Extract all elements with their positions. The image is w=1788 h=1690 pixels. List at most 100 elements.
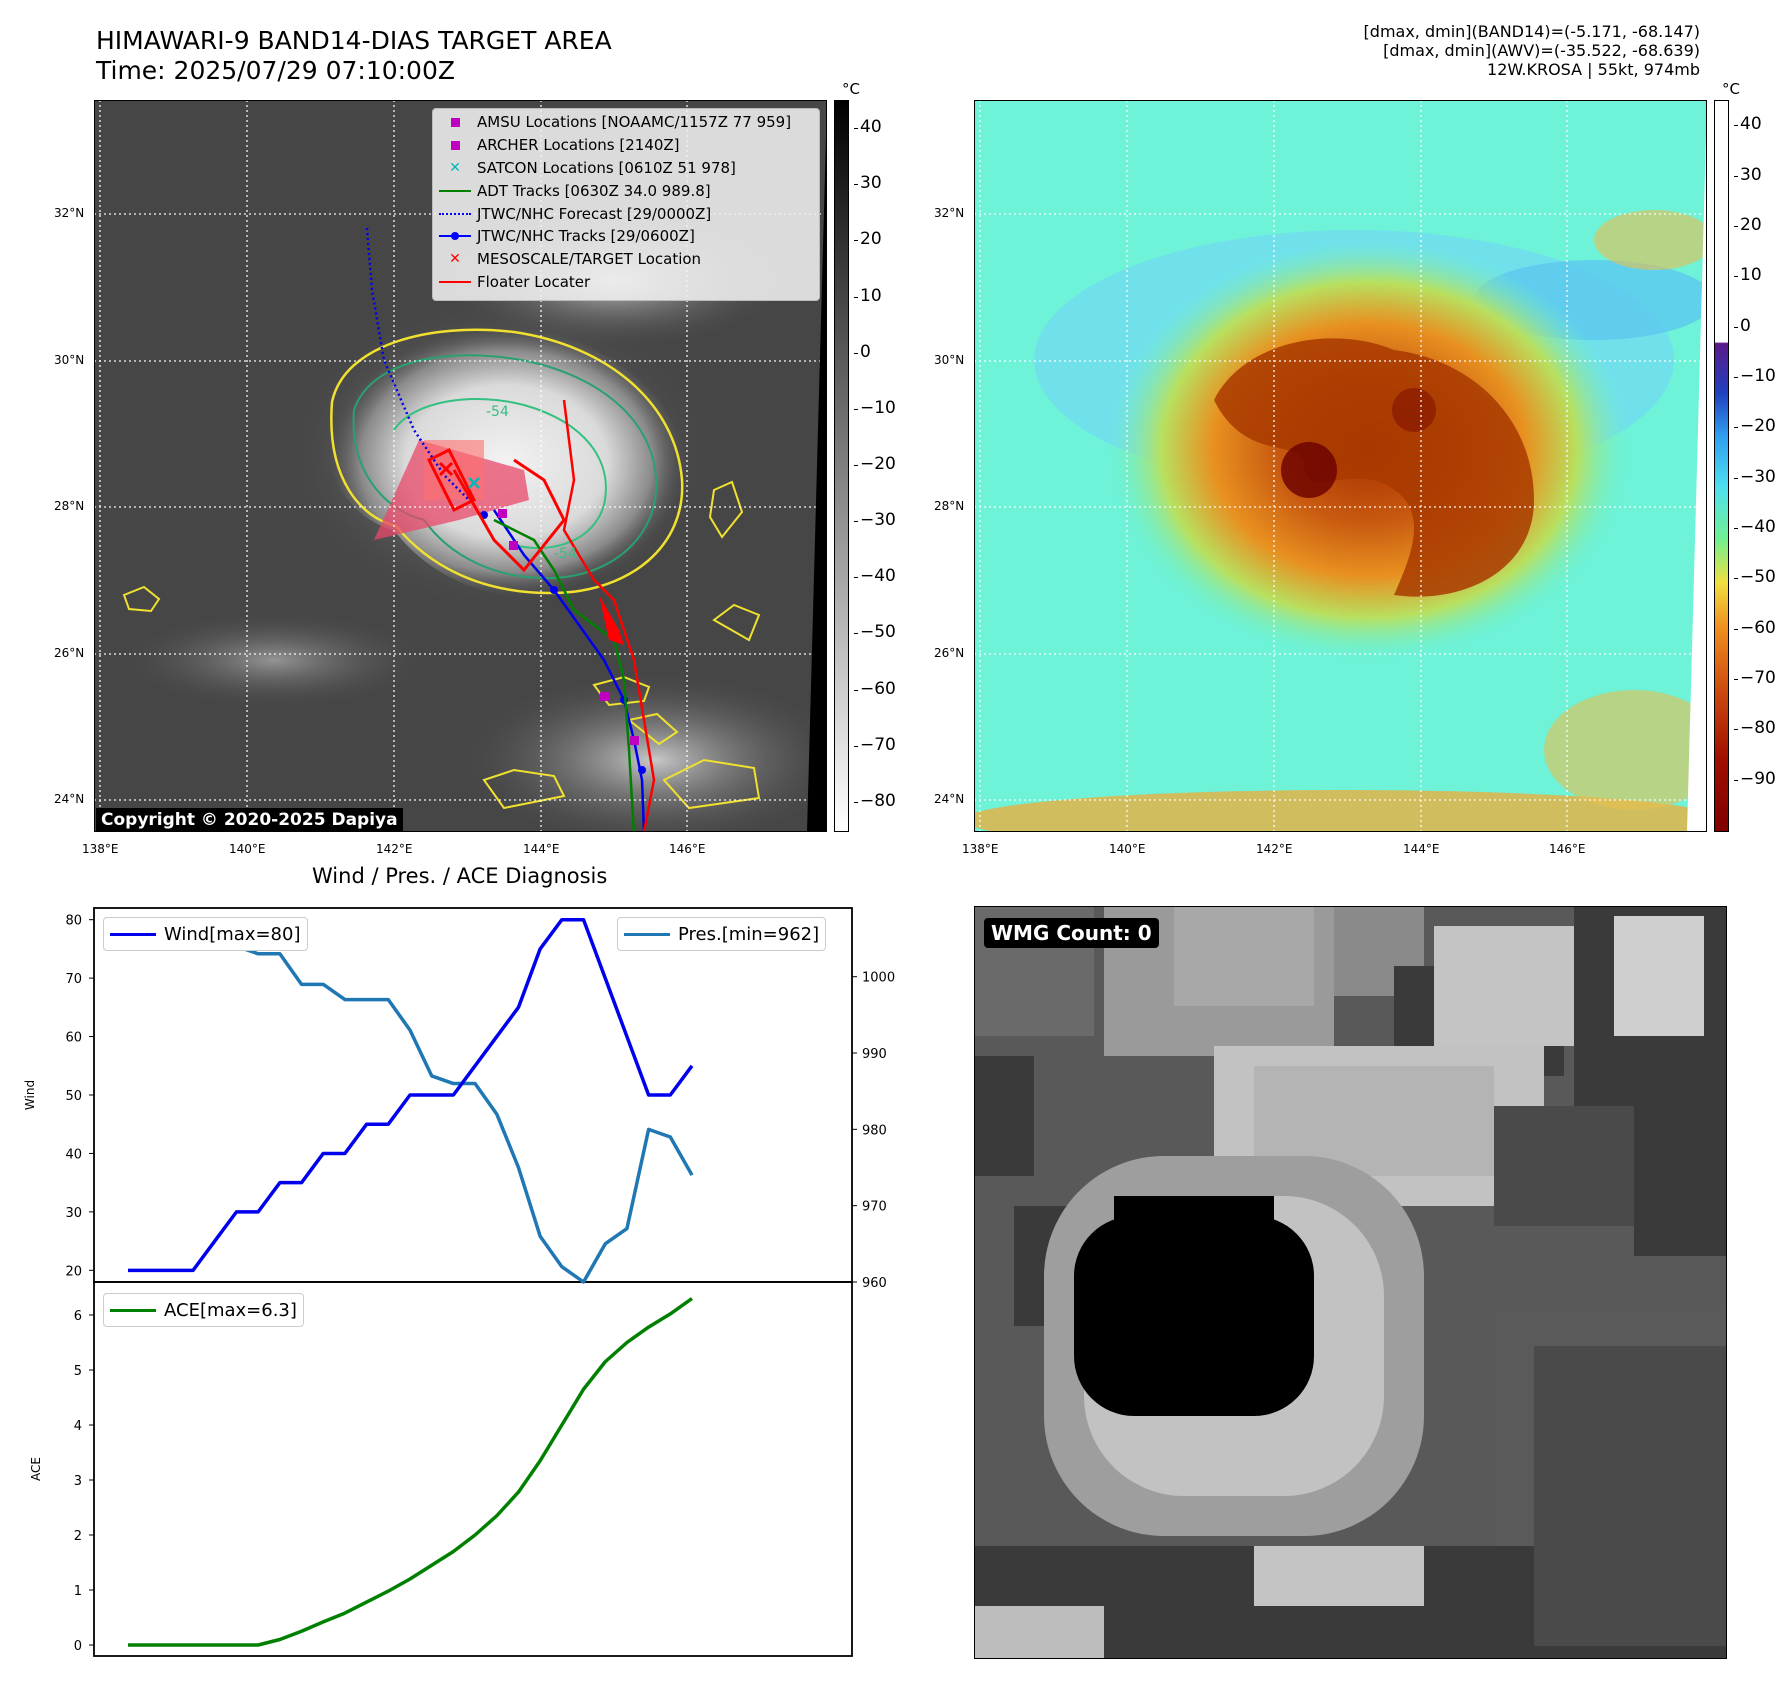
x-marker-icon: ✕ [449,251,461,268]
pressure-legend: Pres.[min=962] [617,917,827,951]
colorbar-tick [1734,527,1738,529]
lat-label: 30°N [54,353,85,367]
bottom-plot-frame [93,1281,853,1657]
colorbar-tick-label: −10 [860,397,896,418]
ace-y-tick-label: 3 [74,1474,82,1489]
contour-label: -54 [554,546,577,562]
x-marker-icon: ✕ [449,159,461,176]
y-tick-label: 70 [65,972,82,987]
ace-axis-label: ACE [29,1457,43,1481]
colorbar-tick-label: 0 [860,341,871,362]
colorbar-tick [1734,678,1738,680]
lat-label: 32°N [934,206,965,220]
legend-item-adt: ADT Tracks [0630Z 34.0 989.8] [433,179,819,202]
colorbar-tick [1734,779,1738,781]
colorbar-tick [854,296,858,298]
ace-y-tick-label: 1 [74,1584,82,1599]
colorbar-tick-label: −70 [860,734,896,755]
wind-legend: Wind[max=80] [103,917,308,951]
lat-label: 24°N [54,792,85,806]
lon-label: 140°E [229,842,266,856]
ace-y-tick-label: 2 [74,1529,82,1544]
y-tick-label: 40 [65,1147,82,1162]
colorbar-tick-label: 40 [1740,114,1762,135]
lon-label: 146°E [1549,842,1586,856]
lat-label: 26°N [54,646,85,660]
lon-label: 146°E [669,842,706,856]
y-tick-label: 30 [65,1206,82,1221]
lon-label: 140°E [1109,842,1146,856]
top-plot-frame [93,907,853,1283]
colorbar-tick [1734,477,1738,479]
colorbar-tick [1734,427,1738,429]
colorbar-tick-label: −20 [860,454,896,474]
colorbar-tick-label: −90 [1740,768,1776,789]
line-swatch-icon [439,280,471,283]
colorbar-tick [854,801,858,803]
colorbar-tick [1734,326,1738,328]
colorbar-tick-label: −70 [1740,667,1776,688]
colorbar-tick-label: −40 [860,566,896,587]
map-legend: AMSU Locations [NOAAMC/1157Z 77 959] ARC… [432,108,820,301]
colorbar-tick [854,128,858,130]
colorbar-tick-label: −60 [1740,617,1776,638]
lon-label: 138°E [82,842,119,856]
colorbar-tick-label: −60 [860,678,896,699]
colorbar-tick [854,408,858,410]
colorbar-tick [854,521,858,523]
colorbar-tick-label: −20 [1740,416,1776,437]
lat-label: 28°N [54,499,85,513]
square-marker-icon [450,140,460,150]
ace-y-tick-label: 5 [74,1364,82,1379]
colorbar-tick-label: 20 [860,229,882,250]
colorbar-tick [1734,628,1738,630]
lon-label: 138°E [962,842,999,856]
legend-item-satcon: ✕ SATCON Locations [0610Z 51 978] [449,158,736,177]
diagnosis-title: Wind / Pres. / ACE Diagnosis [312,864,608,888]
y2-tick-label: 970 [862,1200,887,1215]
contour-label: -54 [486,404,509,420]
line-swatch-icon [110,1308,156,1312]
colorbar-unit: °C [842,80,860,98]
colorbar-tick-label: −80 [1740,718,1776,739]
ace-y-tick-label: 6 [74,1309,82,1324]
awv-colorbar [1714,100,1729,832]
meta-line-2: [dmax, dmin](AWV)=(-35.522, -68.639) [1383,41,1700,60]
dotted-line-swatch-icon [439,212,471,215]
wmg-count-badge: WMG Count: 0 [984,918,1159,948]
colorbar-tick [854,352,858,354]
colorbar-tick-label: 40 [860,117,882,138]
colorbar-tick-label: −30 [1740,466,1776,487]
lon-label: 142°E [1256,842,1293,856]
lon-label: 144°E [1403,842,1440,856]
colorbar-tick-label: 0 [1740,315,1751,336]
lon-label: 144°E [523,842,560,856]
colorbar-unit: °C [1722,80,1740,98]
copyright-badge: Copyright © 2020-2025 Dapiya [96,808,403,832]
colorbar-tick-label: 30 [860,173,882,194]
colorbar-tick [854,689,858,691]
lat-label: 24°N [934,792,965,806]
colorbar-tick [854,184,858,186]
lat-label: 32°N [54,206,85,220]
legend-item-mesoscale: ✕ MESOSCALE/TARGET Location [449,250,702,269]
line-swatch-icon [110,932,156,936]
meta-line-1: [dmax, dmin](BAND14)=(-5.171, -68.147) [1363,22,1700,41]
colorbar-tick [1734,578,1738,580]
legend-item-jtwc-tracks: JTWC/NHC Tracks [29/0600Z] [433,225,819,248]
colorbar-tick [854,633,858,635]
line-swatch-icon [624,932,670,936]
colorbar-tick-label: −10 [1740,365,1776,386]
y-tick-label: 20 [65,1264,82,1279]
colorbar-tick-label: −40 [1740,516,1776,537]
legend-item-amsu: AMSU Locations [NOAAMC/1157Z 77 959] [433,111,819,134]
lon-label: 142°E [376,842,413,856]
ace-y-tick-label: 4 [74,1419,82,1434]
colorbar-tick [1734,125,1738,127]
title-line-2: Time: 2025/07/29 07:10:00Z [96,56,455,85]
legend-item-archer: ARCHER Locations [2140Z] [433,134,819,157]
legend-item-floater: Floater Locater [433,271,819,294]
line-dot-swatch-icon [439,231,471,240]
ace-legend: ACE[max=6.3] [103,1293,304,1327]
gray-colorbar [834,100,849,832]
